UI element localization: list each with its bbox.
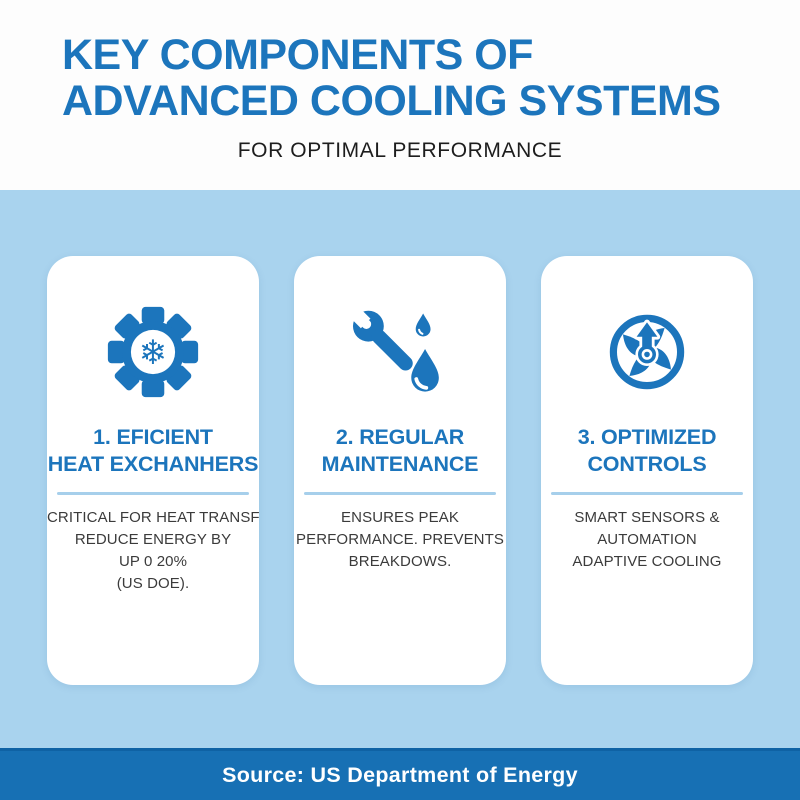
footer: Source: US Department of Energy: [0, 748, 800, 800]
snowflake-icon: ❄: [139, 333, 167, 372]
fan-arrow-icon: [541, 296, 753, 408]
card-1-body: CRITICAL FOR HEAT TRANSFER. REDUCE ENERG…: [47, 509, 259, 592]
card-divider: [551, 492, 743, 495]
title-line-1: KEY COMPONENTS OF: [62, 31, 533, 79]
wrench-droplets-icon: [294, 296, 506, 408]
card-divider: [304, 492, 496, 495]
card-2-title: 2. REGULAR MAINTENANCE: [321, 425, 479, 476]
cards-area: ❄ 1. EFICIENT HEAT EXCHANHERS CRITICAL F…: [0, 190, 800, 748]
card-regular-maintenance: 2. REGULAR MAINTENANCE ENSURES PEAK PERF…: [294, 256, 506, 685]
page-subtitle: FOR OPTIMAL PERFORMANCE: [237, 139, 563, 162]
card-divider: [57, 492, 249, 495]
card-2-body: ENSURES PEAK PERFORMANCE. PREVENTS BREAK…: [296, 509, 504, 570]
card-3-body: SMART SENSORS & AUTOMATION ADAPTIVE COOL…: [572, 509, 722, 570]
source-text: Source: US Department of Energy: [222, 763, 578, 787]
card-1-title: 1. EFICIENT HEAT EXCHANHERS: [47, 425, 259, 476]
header: KEY COMPONENTS OF ADVANCED COOLING SYSTE…: [0, 0, 800, 190]
title-line-2: ADVANCED COOLING SYSTEMS: [62, 77, 721, 125]
page-title: KEY COMPONENTS OF ADVANCED COOLING SYSTE…: [62, 32, 800, 124]
card-3-title: 3. OPTIMIZED CONTROLS: [577, 425, 717, 476]
card-heat-exchangers: ❄ 1. EFICIENT HEAT EXCHANHERS CRITICAL F…: [47, 256, 259, 685]
gear-snowflake-icon: ❄: [47, 296, 259, 408]
card-optimized-controls: 3. OPTIMIZED CONTROLS SMART SENSORS & AU…: [541, 256, 753, 685]
